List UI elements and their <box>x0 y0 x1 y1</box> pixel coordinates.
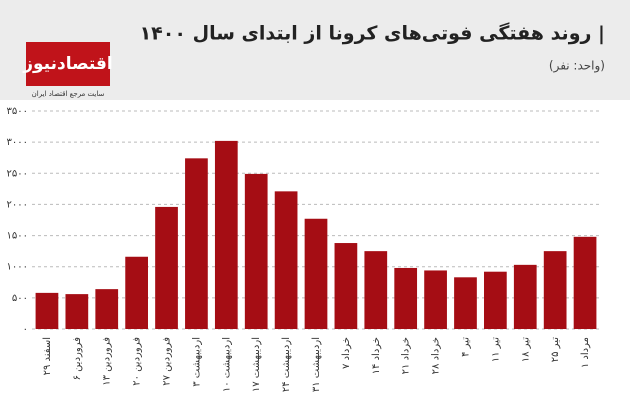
chart-title: | روند هفتگی فوتی‌های کرونا از ابتدای سا… <box>140 22 605 45</box>
bar <box>95 289 119 329</box>
y-tick-label: ۰ <box>23 324 28 335</box>
bar <box>214 140 238 329</box>
bar <box>394 267 418 329</box>
x-tick-label: ۱۳ فروردین <box>102 337 113 386</box>
bar <box>274 191 298 329</box>
x-tick-label: ۲۴ اردیبهشت <box>281 337 292 392</box>
logo-box <box>26 42 110 86</box>
y-tick-label: ۲۰۰۰ <box>7 199 28 210</box>
bar <box>454 277 477 329</box>
x-tick-label: ۱۷ اردیبهشت <box>251 337 262 392</box>
bar <box>484 271 507 329</box>
x-tick-label: ۷ خرداد <box>341 337 352 369</box>
x-tick-label: ۴ تیر <box>460 337 471 357</box>
bar <box>125 256 148 329</box>
bar <box>334 243 358 329</box>
chart-subtitle: (واحد: نفر) <box>549 59 605 74</box>
bar <box>35 292 59 329</box>
x-tick-label: ۱۸ تیر <box>520 337 531 362</box>
bar <box>364 251 388 329</box>
x-tick-label: ۲۱ خرداد <box>401 337 412 374</box>
x-tick-label: ۲۹ اسفند <box>42 337 53 375</box>
x-tick-label: ۳۱ اردیبهشت <box>311 337 322 392</box>
x-tick-label: ۳ اردیبهشت <box>191 337 202 387</box>
x-tick-label: ۱۴ خرداد <box>371 337 382 374</box>
bar <box>424 270 447 329</box>
bar <box>573 236 597 329</box>
y-tick-label: ۳۰۰۰ <box>7 137 28 148</box>
bar <box>304 218 328 329</box>
x-tick-label: ۲۷ فروردین <box>162 337 173 386</box>
logo-tagline: سایت مرجع اقتصاد ایران <box>32 90 105 98</box>
x-tick-label: ۶ فروردین <box>72 337 83 381</box>
logo: اقتصادنیوز <box>22 54 113 74</box>
bar <box>513 264 537 329</box>
bar <box>155 206 178 329</box>
x-tick-label: ۲۰ فروردین <box>132 337 143 386</box>
x-tick-label: ۱ مرداد <box>580 337 591 368</box>
x-tick-label: ۱۱ تیر <box>490 337 501 362</box>
y-tick-label: ۱۰۰۰ <box>7 262 28 273</box>
y-tick-label: ۵۰۰ <box>12 293 28 304</box>
bar <box>543 251 567 329</box>
x-tick-label: ۱۰ اردیبهشت <box>221 337 232 392</box>
bar <box>244 173 268 329</box>
bar <box>185 158 208 329</box>
y-tick-label: ۳۵۰۰ <box>7 106 28 117</box>
x-tick-label: ۲۸ خرداد <box>431 337 442 374</box>
x-tick-label: ۲۵ تیر <box>550 337 561 362</box>
y-tick-label: ۲۵۰۰ <box>7 168 28 179</box>
bar <box>65 294 89 329</box>
y-tick-label: ۱۵۰۰ <box>7 231 28 242</box>
